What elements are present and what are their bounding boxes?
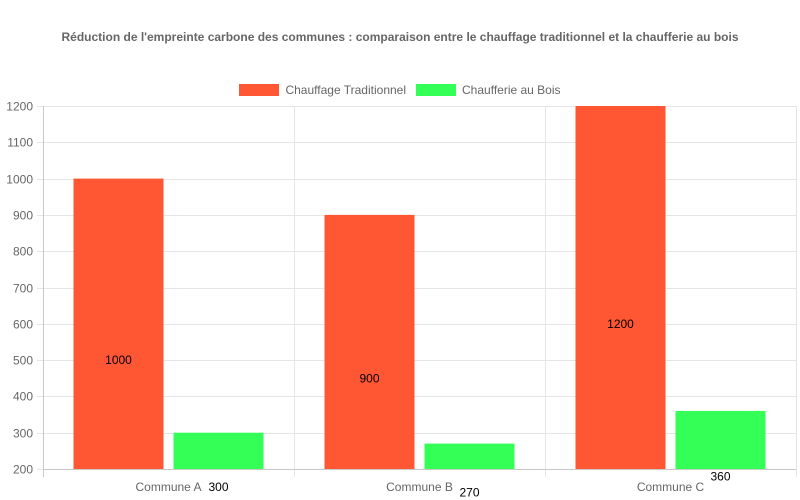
y-tick-label: 1000 [6,173,33,187]
chart-legend: Chauffage Traditionnel Chaufferie au Boi… [0,83,800,97]
y-tick-label: 1200 [6,100,33,114]
y-tick-label: 1100 [7,136,33,150]
legend-swatch-chaufferie-au-bois [416,84,457,96]
bar-chauffage-traditionnel[interactable] [324,214,415,469]
y-tick-label: 500 [13,354,33,368]
data-label: 270 [459,486,479,500]
legend-item-chauffage-traditionnel[interactable]: Chauffage Traditionnel [239,83,406,97]
bar-chaufferie-au-bois[interactable] [424,443,515,469]
data-label: 1200 [607,317,634,331]
legend-label: Chauffage Traditionnel [285,83,407,97]
data-label: 900 [359,371,379,385]
legend-swatch-chauffage-traditionnel [239,84,280,96]
bar-chauffage-traditionnel[interactable] [575,106,666,469]
legend-label: Chaufferie au Bois [462,83,561,97]
data-label: 360 [710,469,730,483]
y-tick-label: 900 [13,209,33,223]
x-tick-label: Commune A [135,480,201,494]
y-tick-label: 300 [13,427,33,441]
y-tick-label: 800 [13,245,33,259]
y-tick-label: 700 [13,282,33,296]
chart-title: Réduction de l'empreinte carbone des com… [61,30,739,44]
y-tick-label: 200 [13,463,33,477]
x-tick-label: Commune C [637,480,705,494]
y-tick-label: 400 [13,390,33,404]
y-tick-label: 600 [13,318,33,332]
x-tick-label: Commune B [386,480,453,494]
data-label: 1000 [105,353,132,367]
bar-chaufferie-au-bois[interactable] [173,432,264,469]
data-label: 300 [208,480,228,494]
bar-chaufferie-au-bois[interactable] [675,410,766,469]
bar-chauffage-traditionnel[interactable] [73,178,164,469]
legend-item-chaufferie-au-bois[interactable]: Chaufferie au Bois [416,83,561,97]
